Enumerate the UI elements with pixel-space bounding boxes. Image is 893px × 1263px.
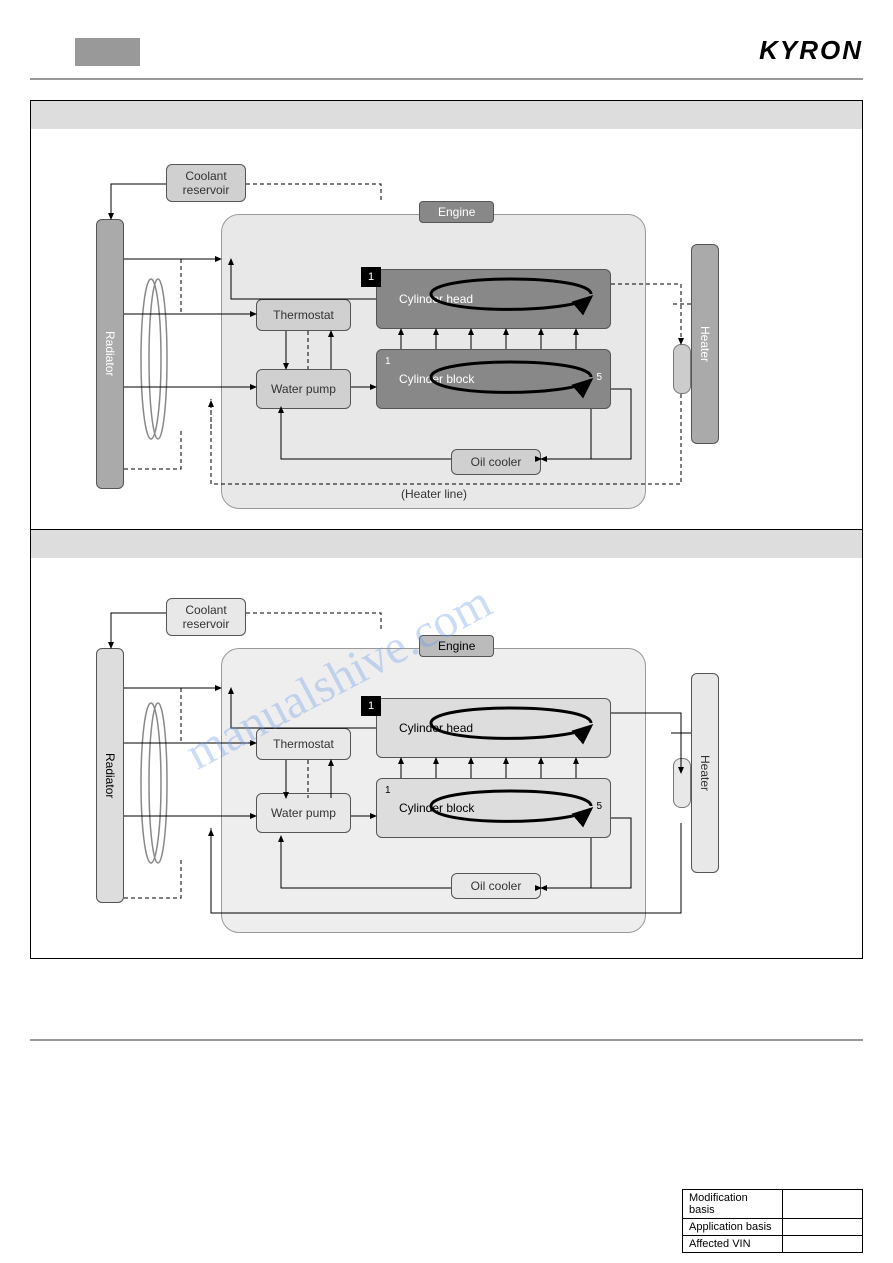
coolant-box: Coolant reservoir xyxy=(166,598,246,636)
meta-mod-label: Modification basis xyxy=(683,1190,783,1219)
panel-a-title xyxy=(31,101,862,129)
radiator-box: Radiator xyxy=(96,648,124,903)
header-tab xyxy=(75,38,140,66)
waterpump-box: Water pump xyxy=(256,369,351,409)
oil-box: Oil cooler xyxy=(451,449,541,475)
thermostat-box: Thermostat xyxy=(256,299,351,331)
fan-icon xyxy=(136,698,176,878)
footer-rule xyxy=(30,1039,863,1041)
meta-vin-label: Affected VIN xyxy=(683,1236,783,1253)
page-header: KYRON xyxy=(30,30,863,80)
heater-capsule xyxy=(673,758,691,808)
meta-table: Modification basis Application basis Aff… xyxy=(682,1189,863,1253)
cyl_head-box: Cylinder head xyxy=(376,269,611,329)
coolant-box: Coolant reservoir xyxy=(166,164,246,202)
engine-label: Engine xyxy=(419,201,494,223)
thermostat-box: Thermostat xyxy=(256,728,351,760)
oil-box: Oil cooler xyxy=(451,873,541,899)
engine-label: Engine xyxy=(419,635,494,657)
heater-line-label: (Heater line) xyxy=(401,487,467,501)
cyl-badge: 1 xyxy=(361,267,381,287)
panel-b-title xyxy=(31,530,862,558)
meta-app-label: Application basis xyxy=(683,1219,783,1236)
panel-cold: Engine Radiator Coolant reservoir Thermosta… xyxy=(31,530,862,958)
cyl_head-box: Cylinder head xyxy=(376,698,611,758)
fan-icon xyxy=(136,274,176,454)
heater-box: Heater xyxy=(691,244,719,444)
cyl_block-box: Cylinder block15 xyxy=(376,778,611,838)
brand-logo: KYRON xyxy=(759,35,863,66)
radiator-box: Radiator xyxy=(96,219,124,489)
cyl-badge: 1 xyxy=(361,696,381,716)
cooling-diagram: Engine Radiator Coolant reservoir Thermosta… xyxy=(30,100,863,959)
heater-box: Heater xyxy=(691,673,719,873)
waterpump-box: Water pump xyxy=(256,793,351,833)
panel-warm: Engine Radiator Coolant reservoir Thermosta… xyxy=(31,101,862,530)
cyl_block-box: Cylinder block15 xyxy=(376,349,611,409)
heater-capsule xyxy=(673,344,691,394)
